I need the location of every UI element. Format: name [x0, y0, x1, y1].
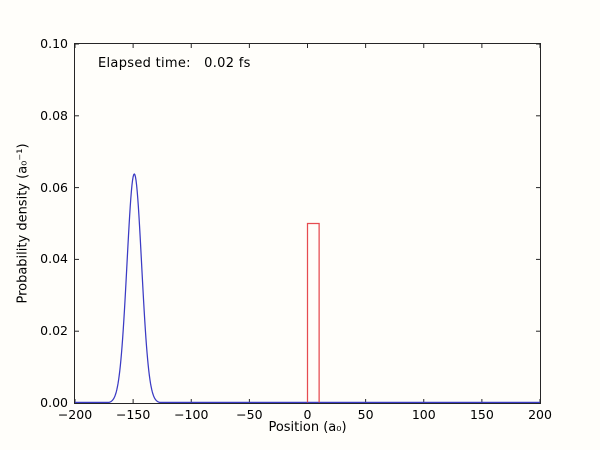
y-tick-label: 0.00 — [40, 395, 68, 410]
x-tick-label: −150 — [115, 407, 151, 422]
x-tick-label: 100 — [411, 407, 436, 422]
y-axis-label: Probability density (a₀⁻¹) — [15, 143, 31, 304]
x-tick-label: 200 — [528, 407, 552, 422]
elapsed-time-annotation: Elapsed time: 0.02 fs — [98, 56, 251, 71]
x-tick-label: 0 — [303, 407, 312, 422]
y-tick-label: 0.02 — [40, 323, 68, 339]
x-tick-label: 150 — [469, 407, 494, 422]
x-tick-label: 50 — [357, 407, 374, 422]
x-tick-label: −50 — [236, 407, 263, 422]
x-tick-label: −100 — [174, 407, 209, 422]
plot-svg — [74, 43, 541, 404]
y-tick-label: 0.08 — [40, 107, 68, 123]
plot-area — [74, 43, 541, 404]
potential-barrier-outline — [306, 222, 320, 403]
x-tick-label: −200 — [57, 407, 93, 422]
y-tick-label: 0.10 — [40, 36, 68, 51]
y-tick-label: 0.06 — [40, 179, 68, 195]
x-axis-label: Position (a₀) — [268, 420, 347, 435]
y-tick-label: 0.04 — [40, 251, 68, 267]
